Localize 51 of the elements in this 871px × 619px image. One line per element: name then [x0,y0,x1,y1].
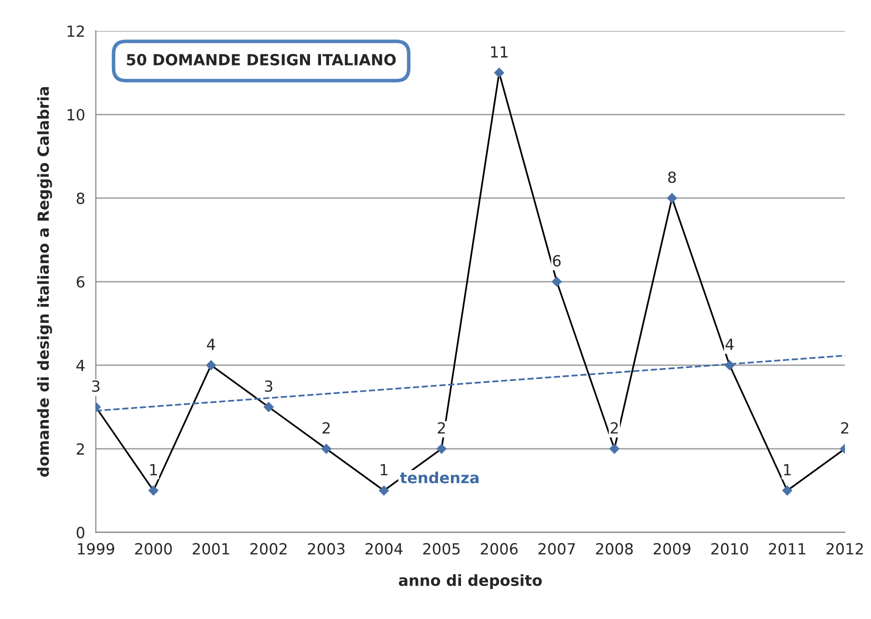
y-tick-label: 10 [68,108,84,121]
point [378,485,390,496]
point [724,360,735,370]
x-axis-title: anno di deposito [398,574,542,589]
x-tick-label: 2011 [768,543,806,555]
x-tick-label: 2006 [480,543,518,555]
y-tick-label: 6 [76,276,84,288]
data-label: 3 [92,380,100,392]
x-tick-label: 2010 [711,543,748,555]
x-tick-label: 2002 [250,543,287,555]
x-tick-label: 2001 [192,543,230,555]
point [782,485,792,496]
point [148,485,159,496]
x-tick-label: 2000 [135,543,172,555]
x-tick-label: 2007 [538,543,575,555]
data-label: 4 [206,338,216,350]
x-tick-label: 2009 [654,543,690,555]
x-tick-label: 1999 [78,543,114,555]
data-label: 11 [491,46,508,58]
y-tick-label: 4 [76,360,85,372]
annotation: 50 DOMANDE DESIGN ITALIANO [126,54,396,66]
x-tick-label: 2003 [308,543,345,555]
data-label: 6 [552,255,561,267]
data-label: 2 [610,422,618,434]
text: tendenza [400,472,479,484]
y-tick-label: 2 [76,443,84,455]
data-label: 4 [726,338,734,350]
point [666,192,678,204]
y-tick-label: 0 [76,526,84,538]
point [206,360,216,370]
x-tick-label: 2005 [423,543,460,555]
x-tick-label: 2004 [366,543,402,555]
point [436,444,447,454]
data-label: 3 [264,380,272,392]
data-label: 2 [841,422,848,434]
point [609,444,620,454]
data-label: 2 [322,422,330,434]
data-label: 1 [784,464,791,476]
data-label: 1 [380,464,388,476]
data-label: 2 [438,422,445,434]
point [321,444,332,454]
x-tick-label: 2008 [596,543,633,555]
data-label: 1 [150,464,157,476]
point [552,276,562,287]
point [263,402,274,412]
y-axis-title: domande di design italiano a Reggio Calabria [37,87,52,477]
data-label: 8 [668,171,676,184]
x-tick-label: 2012 [826,543,863,555]
point [494,68,504,78]
y-tick-label: 8 [76,192,84,204]
y-tick-label: 12 [68,25,84,37]
